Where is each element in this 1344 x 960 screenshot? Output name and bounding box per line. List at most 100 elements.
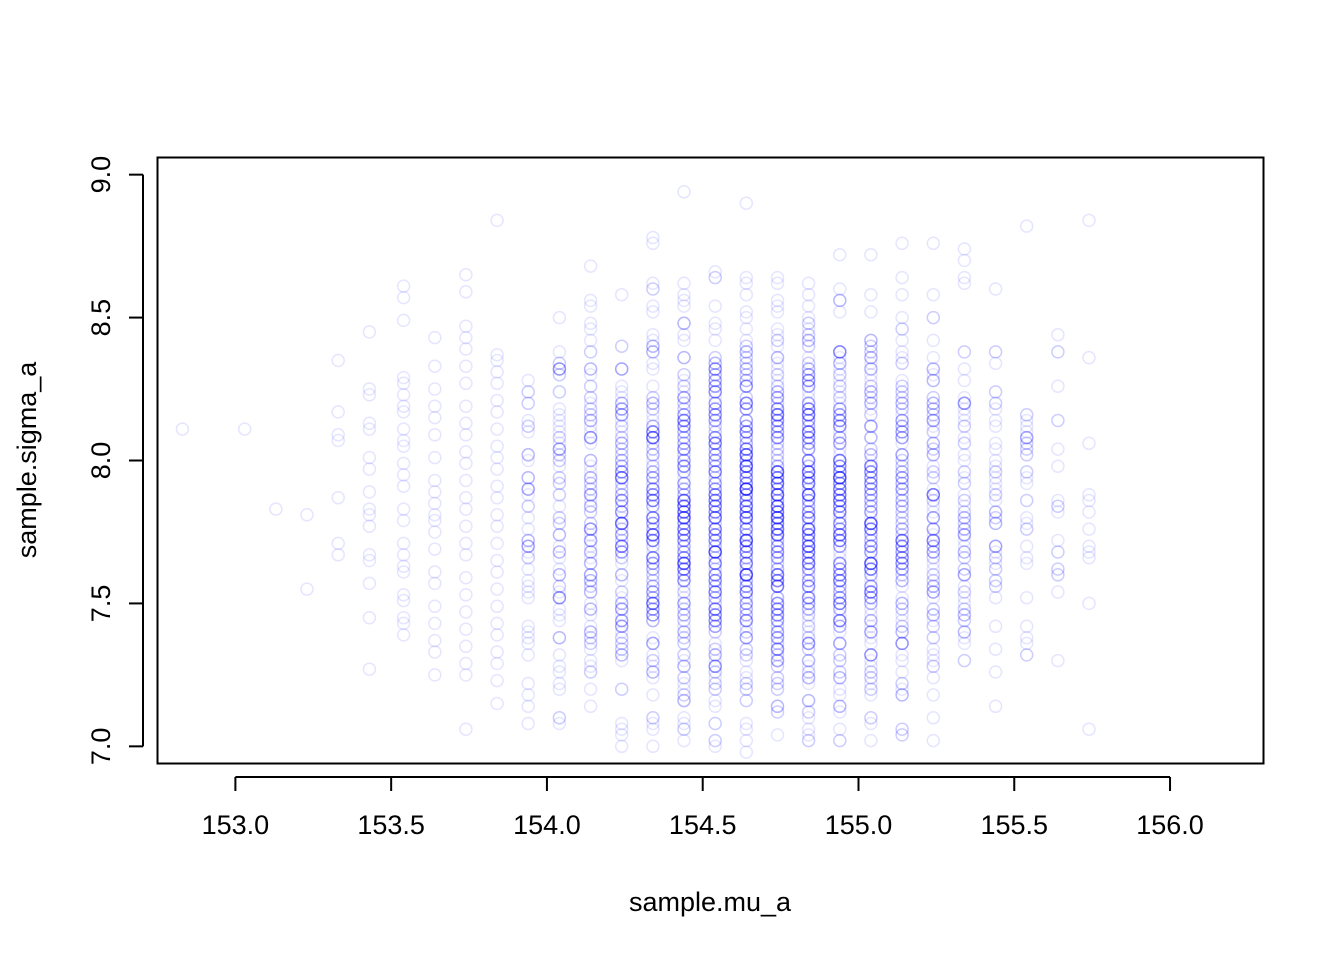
- scatter-point: [1019, 619, 1034, 634]
- scatter-point: [646, 448, 660, 462]
- scatter-point: [895, 482, 909, 496]
- scatter-point: [521, 590, 535, 605]
- scatter-point: [677, 573, 691, 588]
- scatter-point: [801, 533, 816, 548]
- scatter-point: [833, 488, 847, 502]
- scatter-point: [1051, 568, 1065, 582]
- scatter-point: [614, 408, 629, 422]
- scatter-point: [677, 676, 691, 691]
- scatter-point: [739, 459, 754, 473]
- scatter-point: [614, 505, 629, 519]
- scatter-point: [521, 625, 535, 639]
- scatter-point: [864, 470, 878, 485]
- scatter-point: [864, 499, 878, 513]
- scatter-point: [957, 608, 972, 622]
- scatter-point: [552, 579, 567, 594]
- scatter-point: [833, 345, 847, 359]
- scatter-point: [770, 448, 785, 462]
- scatter-point: [614, 425, 629, 439]
- scatter-point: [490, 376, 504, 391]
- scatter-point: [833, 345, 847, 359]
- scatter-point: [708, 453, 722, 468]
- scatter-point: [770, 596, 785, 611]
- scatter-point: [646, 425, 660, 439]
- scatter-point: [957, 419, 972, 433]
- scatter-point: [708, 350, 722, 365]
- scatter-point: [895, 510, 909, 525]
- scatter-point: [614, 287, 629, 302]
- scatter-point: [614, 590, 629, 605]
- scatter-point: [708, 373, 722, 388]
- scatter-point: [677, 596, 691, 611]
- scatter-point: [770, 448, 785, 462]
- scatter-point: [646, 539, 660, 554]
- scatter-point: [396, 405, 411, 419]
- scatter-point: [646, 390, 660, 405]
- scatter-point: [708, 453, 722, 468]
- scatter-point: [677, 413, 691, 428]
- scatter-point: [864, 533, 878, 548]
- scatter-point: [646, 596, 660, 611]
- scatter-point: [770, 379, 785, 393]
- scatter-point: [646, 425, 660, 439]
- scatter-point: [770, 499, 785, 513]
- scatter-point: [770, 408, 785, 422]
- scatter-point: [1019, 522, 1034, 536]
- scatter-point: [614, 436, 629, 451]
- scatter-point: [428, 513, 442, 528]
- scatter-point: [739, 488, 754, 502]
- scatter-point: [646, 493, 660, 508]
- scatter-point: [864, 539, 878, 554]
- scatter-point: [864, 385, 878, 399]
- scatter-point: [708, 533, 722, 548]
- scatter-point: [362, 462, 377, 476]
- scatter-point: [614, 470, 629, 485]
- scatter-point: [646, 590, 660, 605]
- scatter-point: [677, 385, 691, 399]
- scatter-point: [739, 425, 754, 439]
- scatter-point: [864, 430, 878, 445]
- scatter-point: [801, 465, 816, 479]
- scatter-point: [552, 488, 567, 502]
- scatter-point: [739, 493, 754, 508]
- scatter-point: [833, 533, 847, 548]
- scatter-point: [770, 602, 785, 616]
- scatter-point: [988, 453, 1003, 468]
- scatter-point: [552, 590, 567, 605]
- scatter-point: [864, 493, 878, 508]
- scatter-point: [988, 539, 1003, 554]
- scatter-point: [770, 522, 785, 536]
- scatter-point: [770, 499, 785, 513]
- scatter-point: [833, 413, 847, 428]
- scatter-point: [864, 550, 878, 565]
- scatter-point: [739, 419, 754, 433]
- scatter-point: [895, 322, 909, 336]
- scatter-point: [614, 619, 629, 634]
- scatter-point: [677, 670, 691, 685]
- scatter-point: [677, 350, 691, 365]
- scatter-point: [833, 550, 847, 565]
- scatter-point: [677, 562, 691, 576]
- scatter-point: [739, 625, 754, 639]
- scatter-point: [833, 573, 847, 588]
- scatter-point: [521, 533, 535, 548]
- scatter-point: [770, 470, 785, 485]
- scatter-point: [739, 630, 754, 645]
- scatter-point: [957, 516, 972, 531]
- scatter-point: [614, 636, 629, 651]
- scatter-point: [739, 493, 754, 508]
- scatter-point: [833, 408, 847, 422]
- scatter-point: [739, 390, 754, 405]
- scatter-point: [583, 533, 598, 548]
- scatter-point: [770, 385, 785, 399]
- scatter-point: [957, 499, 972, 513]
- scatter-point: [801, 539, 816, 554]
- scatter-point: [833, 573, 847, 588]
- scatter-point: [614, 550, 629, 565]
- scatter-point: [770, 670, 785, 685]
- scatter-point: [739, 579, 754, 594]
- scatter-point: [801, 499, 816, 513]
- scatter-point: [739, 522, 754, 536]
- scatter-point: [708, 402, 722, 416]
- scatter-point: [801, 436, 816, 451]
